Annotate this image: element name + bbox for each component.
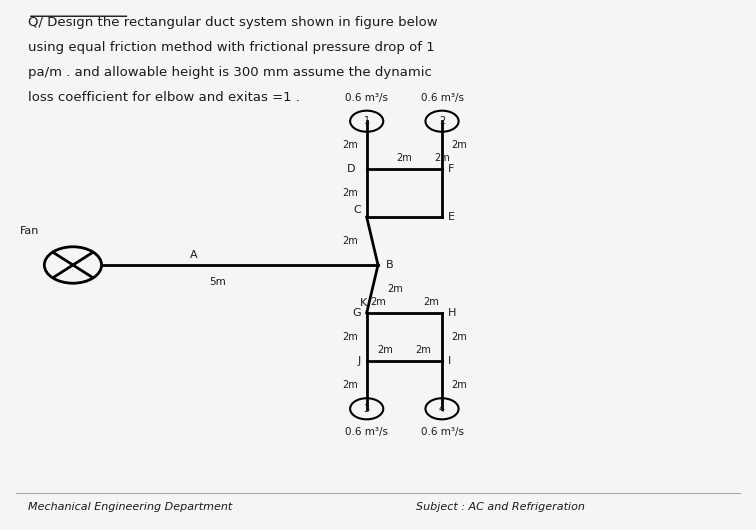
- Text: 0.6 m³/s: 0.6 m³/s: [420, 93, 463, 103]
- Text: 0.6 m³/s: 0.6 m³/s: [345, 93, 388, 103]
- Text: Q/ Design the rectangular duct system shown in figure below: Q/ Design the rectangular duct system sh…: [28, 16, 438, 29]
- Text: B: B: [386, 260, 393, 270]
- Text: 3: 3: [364, 404, 370, 414]
- Text: 2m: 2m: [451, 332, 466, 342]
- Text: F: F: [448, 164, 454, 174]
- Text: pa/m . and allowable height is 300 mm assume the dynamic: pa/m . and allowable height is 300 mm as…: [28, 66, 432, 78]
- Text: 2m: 2m: [378, 345, 393, 355]
- Text: 2m: 2m: [415, 345, 431, 355]
- Text: 1: 1: [364, 116, 370, 126]
- Text: 2m: 2m: [434, 153, 450, 163]
- Text: 2: 2: [439, 116, 445, 126]
- Text: 4: 4: [439, 404, 445, 414]
- Text: D: D: [347, 164, 355, 174]
- Text: G: G: [352, 308, 361, 318]
- Text: 2m: 2m: [342, 140, 358, 150]
- Text: C: C: [353, 205, 361, 215]
- Text: 2m: 2m: [370, 297, 386, 307]
- Text: 2m: 2m: [342, 236, 358, 246]
- Text: Mechanical Engineering Department: Mechanical Engineering Department: [28, 502, 232, 512]
- Text: 0.6 m³/s: 0.6 m³/s: [420, 427, 463, 437]
- Text: 5m: 5m: [209, 277, 225, 287]
- Text: 2m: 2m: [342, 380, 358, 390]
- Text: 0.6 m³/s: 0.6 m³/s: [345, 427, 388, 437]
- Text: Subject : AC and Refrigeration: Subject : AC and Refrigeration: [416, 502, 584, 512]
- Text: E: E: [448, 212, 455, 222]
- Text: H: H: [448, 308, 457, 318]
- Text: J: J: [358, 356, 361, 366]
- Text: A: A: [190, 250, 197, 260]
- Text: loss coefficient for elbow and exitas =1 .: loss coefficient for elbow and exitas =1…: [28, 91, 299, 103]
- Text: Fan: Fan: [20, 226, 39, 236]
- Text: 2m: 2m: [387, 284, 403, 294]
- Text: I: I: [448, 356, 451, 366]
- Text: 2m: 2m: [423, 297, 438, 307]
- Text: 2m: 2m: [451, 140, 466, 150]
- Text: 2m: 2m: [342, 188, 358, 198]
- Text: 2m: 2m: [342, 332, 358, 342]
- Text: 2m: 2m: [451, 380, 466, 390]
- Text: K: K: [359, 298, 367, 308]
- Text: using equal friction method with frictional pressure drop of 1: using equal friction method with frictio…: [28, 41, 435, 54]
- Text: 2m: 2m: [396, 153, 412, 163]
